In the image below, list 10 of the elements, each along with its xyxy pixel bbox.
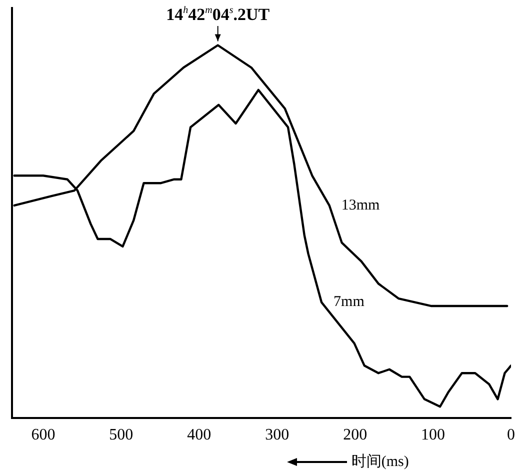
x-tick-label: 500 xyxy=(109,426,134,444)
x-tick-label: 600 xyxy=(31,426,56,444)
series-label: 7mm xyxy=(334,294,365,310)
x-tick-label: 300 xyxy=(265,426,290,444)
x-tick-label: 200 xyxy=(343,426,368,444)
x-tick-label: 400 xyxy=(187,426,212,444)
x-tick-label: 100 xyxy=(421,426,446,444)
series-label: 13mm xyxy=(341,197,380,214)
x-axis-title: 时间(ms) xyxy=(351,452,409,470)
x-tick-label: 0 xyxy=(507,426,515,444)
